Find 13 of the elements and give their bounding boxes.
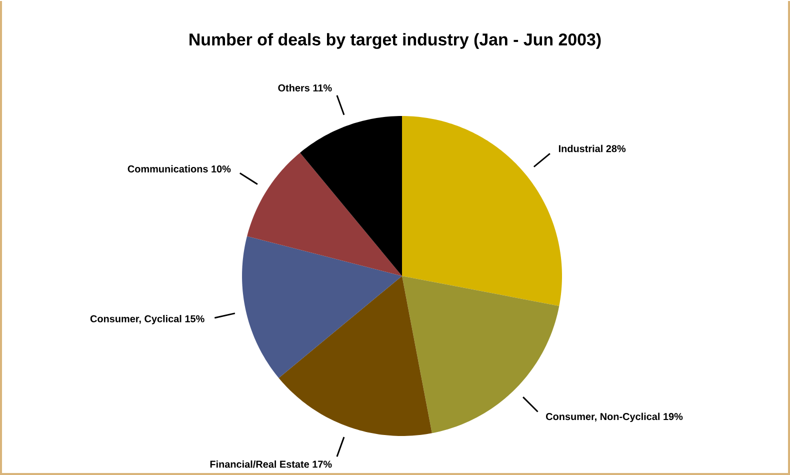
data-label: 17%	[312, 460, 332, 468]
slice-label: Communications	[128, 165, 208, 172]
data-label: 10%	[212, 165, 231, 172]
slice-label: Others	[278, 84, 310, 92]
data-label: 15%	[185, 315, 204, 322]
slice-label: Consumer, Cyclical	[90, 314, 182, 324]
slice-label: Consumer, Non-Cyclical	[546, 412, 660, 422]
slice-label: Industrial	[558, 144, 602, 152]
data-label: 19%	[664, 413, 683, 420]
data-label: 11%	[313, 84, 332, 92]
slice-label: Financial/Real Estate	[210, 460, 310, 468]
chart-title: Number of deals by target industry (Jan - Jun 2003)	[190, 33, 601, 49]
data-label: 28%	[606, 145, 626, 152]
